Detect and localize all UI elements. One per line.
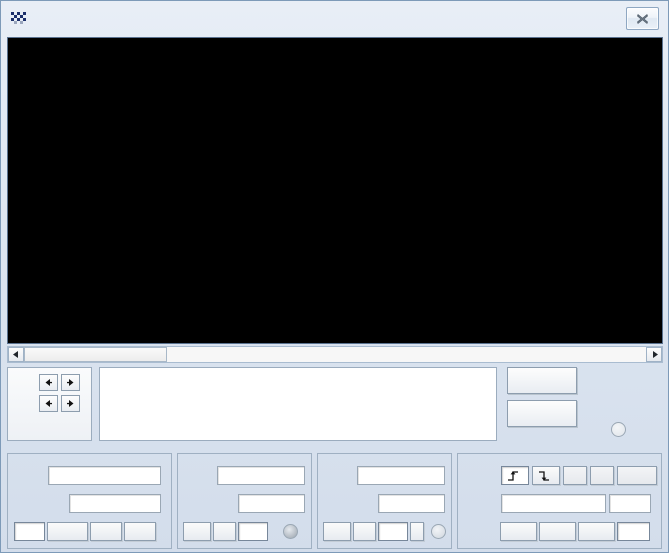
trigger-rising-edge-icon[interactable] [501,466,529,485]
channel-a-coupling-dc-button[interactable] [238,522,268,541]
reverse-button[interactable] [507,367,577,394]
timebase-mode-ba-button[interactable] [90,522,122,541]
channel-b-scale-input[interactable] [357,466,445,485]
trigger-type-normal-button[interactable] [539,522,576,541]
trigger-type-auto-button[interactable] [578,522,615,541]
t2-left-button[interactable] [39,395,58,412]
timebase-load-button[interactable] [47,522,88,541]
timebase-scale-input[interactable] [48,466,161,485]
measurement-row [7,367,663,441]
channel-a-terminal[interactable] [283,524,298,539]
measurement-readout-table [99,367,497,441]
timebase-mode-yt-button[interactable] [14,522,45,541]
trigger-source-a-button[interactable] [563,466,587,485]
channel-b-coupling-ac-button[interactable] [323,522,351,541]
channel-b-coupling-gnd-button[interactable] [353,522,376,541]
watermark [448,534,663,552]
title-bar [1,1,668,34]
scrollbar-thumb[interactable] [24,347,167,362]
channel-b-coupling-dc-button[interactable] [378,522,408,541]
scrollbar-track[interactable] [24,347,646,362]
timebase-xpos-input[interactable] [69,494,161,513]
ext-trigger-terminal[interactable] [611,422,626,437]
cursor-t1-row [14,374,80,391]
cursor-t2-row [14,395,80,412]
action-buttons [507,367,582,433]
channel-b-panel [317,453,452,549]
timebase-mode-ab-button[interactable] [124,522,156,541]
channel-a-scale-input[interactable] [217,466,305,485]
scope-canvas [8,38,662,343]
checkered-flag-icon [10,11,28,25]
trigger-type-sine-button[interactable] [500,522,537,541]
trigger-type-none-button[interactable] [617,522,650,541]
t1-right-button[interactable] [61,374,80,391]
trigger-level-unit-select[interactable] [609,494,651,513]
timebase-panel [7,453,172,549]
t1-left-button[interactable] [39,374,58,391]
save-button[interactable] [507,400,577,427]
channel-a-coupling-gnd-button[interactable] [213,522,236,541]
control-panels [5,447,666,551]
waveform-svg [8,38,662,343]
trigger-panel [457,453,662,549]
t2-right-button[interactable] [61,395,80,412]
channel-a-panel [177,453,312,549]
table-row [100,390,496,409]
timebase-scrollbar[interactable] [7,346,663,363]
waveform-display[interactable] [7,37,663,344]
scroll-left-arrow-icon[interactable] [8,347,24,362]
channel-b-invert-button[interactable] [410,522,424,541]
channel-b-terminal[interactable] [431,524,446,539]
channel-a-ypos-input[interactable] [238,494,305,513]
cursor-control-box [7,367,92,441]
scroll-right-arrow-icon[interactable] [646,347,662,362]
close-button[interactable] [626,7,659,30]
trigger-falling-edge-icon[interactable] [532,466,560,485]
trigger-level-input[interactable] [501,494,606,513]
channel-a-coupling-ac-button[interactable] [183,522,211,541]
readout-header-row [100,371,496,390]
trigger-source-b-button[interactable] [590,466,614,485]
trigger-source-ext-button[interactable] [617,466,657,485]
channel-b-ypos-input[interactable] [378,494,445,513]
